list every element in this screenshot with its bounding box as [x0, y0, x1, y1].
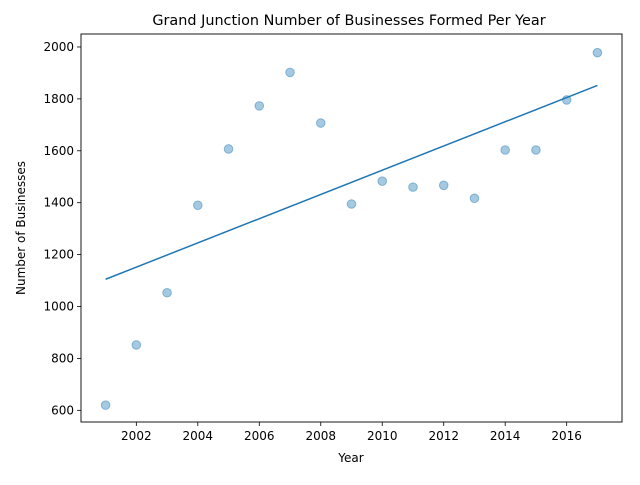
x-tick-label: 2004: [183, 429, 214, 443]
data-point: [254, 101, 265, 111]
axes-frame: [80, 33, 623, 423]
data-point: [469, 193, 480, 204]
x-tick-label: 2010: [367, 429, 398, 443]
data-point: [438, 180, 449, 191]
y-tick-label: 600: [51, 403, 74, 417]
data-point: [315, 118, 326, 128]
y-tick-label: 1400: [43, 196, 74, 210]
y-tick-label: 1200: [43, 248, 74, 262]
y-tick-label: 2000: [43, 40, 74, 54]
x-tick-label: 2012: [428, 429, 459, 443]
y-tick-label: 1000: [43, 300, 74, 314]
y-tick-label: 1600: [43, 144, 74, 158]
data-point: [500, 145, 510, 155]
plot-area: [100, 47, 603, 410]
data-point: [223, 144, 234, 154]
data-point: [592, 47, 603, 58]
x-tick-label: 2002: [121, 429, 152, 443]
trend-line: [105, 84, 598, 280]
data-point: [193, 200, 203, 211]
data-point: [131, 340, 142, 350]
data-point: [377, 176, 388, 186]
x-axis-label: Year: [337, 451, 363, 465]
data-point: [162, 287, 172, 298]
y-tick-label: 1800: [43, 92, 74, 106]
x-tick-label: 2008: [305, 429, 336, 443]
chart-title: Grand Junction Number of Businesses Form…: [152, 13, 545, 29]
data-point: [346, 199, 357, 209]
data-point: [285, 67, 295, 78]
y-tick-label: 800: [51, 351, 74, 365]
data-point: [531, 145, 541, 155]
x-tick-label: 2016: [551, 429, 582, 443]
x-tick-label: 2014: [490, 429, 521, 443]
data-point: [408, 182, 418, 192]
y-axis: 600 800 1000 1200 1400 1600 1800 2000: [43, 40, 81, 417]
data-point: [100, 400, 111, 410]
x-axis: 2002 2004 2006 2008 2010 2012 2014 2016: [121, 422, 582, 443]
y-axis-label: Number of Businesses: [14, 161, 28, 295]
x-tick-label: 2006: [244, 429, 275, 443]
